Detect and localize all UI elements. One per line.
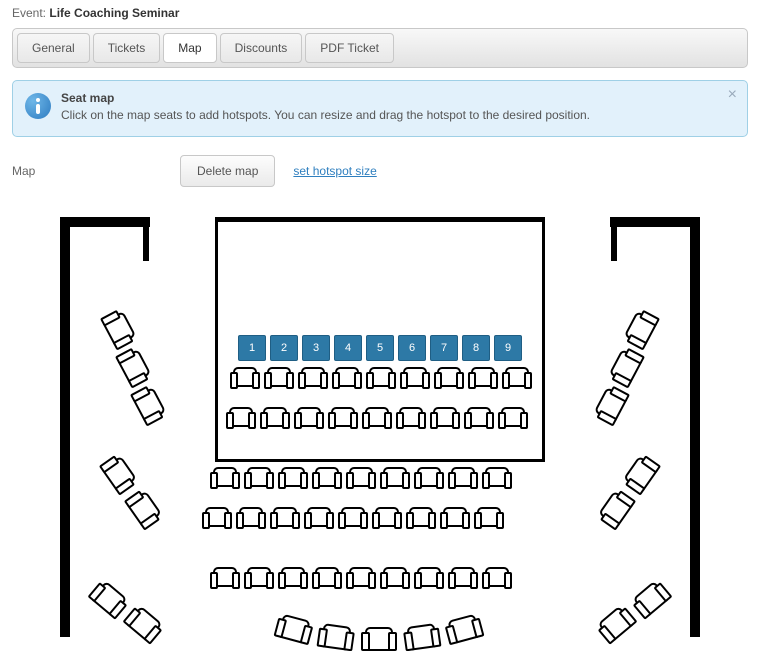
seat[interactable] [485,567,509,587]
seat[interactable] [273,507,297,527]
seat[interactable] [213,467,237,487]
seat[interactable] [505,367,529,387]
floorplan[interactable]: 123456789 [60,217,700,637]
hotspot-seat[interactable]: 1 [238,335,266,361]
info-title: Seat map [61,91,590,105]
map-controls: Map Delete map set hotspot size [12,155,748,187]
hotspot-seat[interactable]: 9 [494,335,522,361]
seat[interactable] [229,407,253,427]
event-header: Event: Life Coaching Seminar [12,6,748,20]
seat[interactable] [213,567,237,587]
seat[interactable] [365,407,389,427]
seat[interactable] [403,367,427,387]
tab-general[interactable]: General [17,33,90,63]
seat[interactable] [247,467,271,487]
seat-map[interactable]: 123456789 [12,217,748,637]
info-panel: Seat map Click on the map seats to add h… [12,80,748,137]
seat[interactable] [417,567,441,587]
seat[interactable] [281,567,305,587]
seat[interactable] [383,467,407,487]
hotspot-seat[interactable]: 7 [430,335,458,361]
seat[interactable] [467,407,491,427]
info-icon [25,93,51,119]
side-seat[interactable] [126,606,163,642]
info-text: Click on the map seats to add hotspots. … [61,107,590,124]
tab-pdf-ticket[interactable]: PDF Ticket [305,33,394,63]
side-seat[interactable] [594,387,628,423]
map-label: Map [12,164,162,178]
seat[interactable] [399,407,423,427]
seat[interactable] [277,614,310,644]
delete-map-button[interactable]: Delete map [180,155,275,187]
seat[interactable] [233,367,257,387]
seat[interactable] [485,467,509,487]
hotspot-seat[interactable]: 3 [302,335,330,361]
hotspot-seat[interactable]: 6 [398,335,426,361]
seat[interactable] [501,407,525,427]
seat[interactable] [409,507,433,527]
tab-map[interactable]: Map [163,33,216,63]
seat[interactable] [365,627,393,651]
seat[interactable] [320,623,351,651]
seat[interactable] [383,567,407,587]
side-seat[interactable] [609,349,643,385]
seat[interactable] [375,507,399,527]
tab-discounts[interactable]: Discounts [220,33,303,63]
seat[interactable] [341,507,365,527]
seat[interactable] [451,467,475,487]
side-seat[interactable] [598,490,634,527]
seat[interactable] [349,467,373,487]
seat[interactable] [239,507,263,527]
seat[interactable] [451,567,475,587]
seat[interactable] [331,407,355,427]
seat[interactable] [315,567,339,587]
set-hotspot-size-link[interactable]: set hotspot size [293,164,376,178]
seat[interactable] [447,614,480,644]
seat[interactable] [263,407,287,427]
side-seat[interactable] [633,581,670,617]
seat[interactable] [247,567,271,587]
hotspot-seat[interactable]: 2 [270,335,298,361]
hotspot-seat[interactable]: 4 [334,335,362,361]
seat[interactable] [477,507,501,527]
side-seat[interactable] [126,490,162,527]
side-seat[interactable] [91,581,128,617]
side-seat[interactable] [623,455,659,492]
seat[interactable] [205,507,229,527]
seat[interactable] [406,623,437,651]
hotspot-seat[interactable]: 5 [366,335,394,361]
seat[interactable] [443,507,467,527]
tab-tickets[interactable]: Tickets [93,33,161,63]
tab-bar: General Tickets Map Discounts PDF Ticket [12,28,748,68]
seat[interactable] [349,567,373,587]
seat[interactable] [369,367,393,387]
event-name: Life Coaching Seminar [49,6,179,20]
side-seat[interactable] [117,349,151,385]
seat[interactable] [433,407,457,427]
close-icon[interactable]: × [728,87,737,103]
seat[interactable] [335,367,359,387]
seat[interactable] [417,467,441,487]
side-seat[interactable] [102,311,136,347]
hotspot-seat[interactable]: 8 [462,335,490,361]
seat[interactable] [315,467,339,487]
side-seat[interactable] [598,606,635,642]
event-label: Event: [12,6,46,20]
seat[interactable] [437,367,461,387]
side-seat[interactable] [132,387,166,423]
seat[interactable] [471,367,495,387]
seat[interactable] [307,507,331,527]
seat[interactable] [267,367,291,387]
side-seat[interactable] [624,311,658,347]
seat[interactable] [301,367,325,387]
seat[interactable] [281,467,305,487]
seat[interactable] [297,407,321,427]
side-seat[interactable] [101,455,137,492]
